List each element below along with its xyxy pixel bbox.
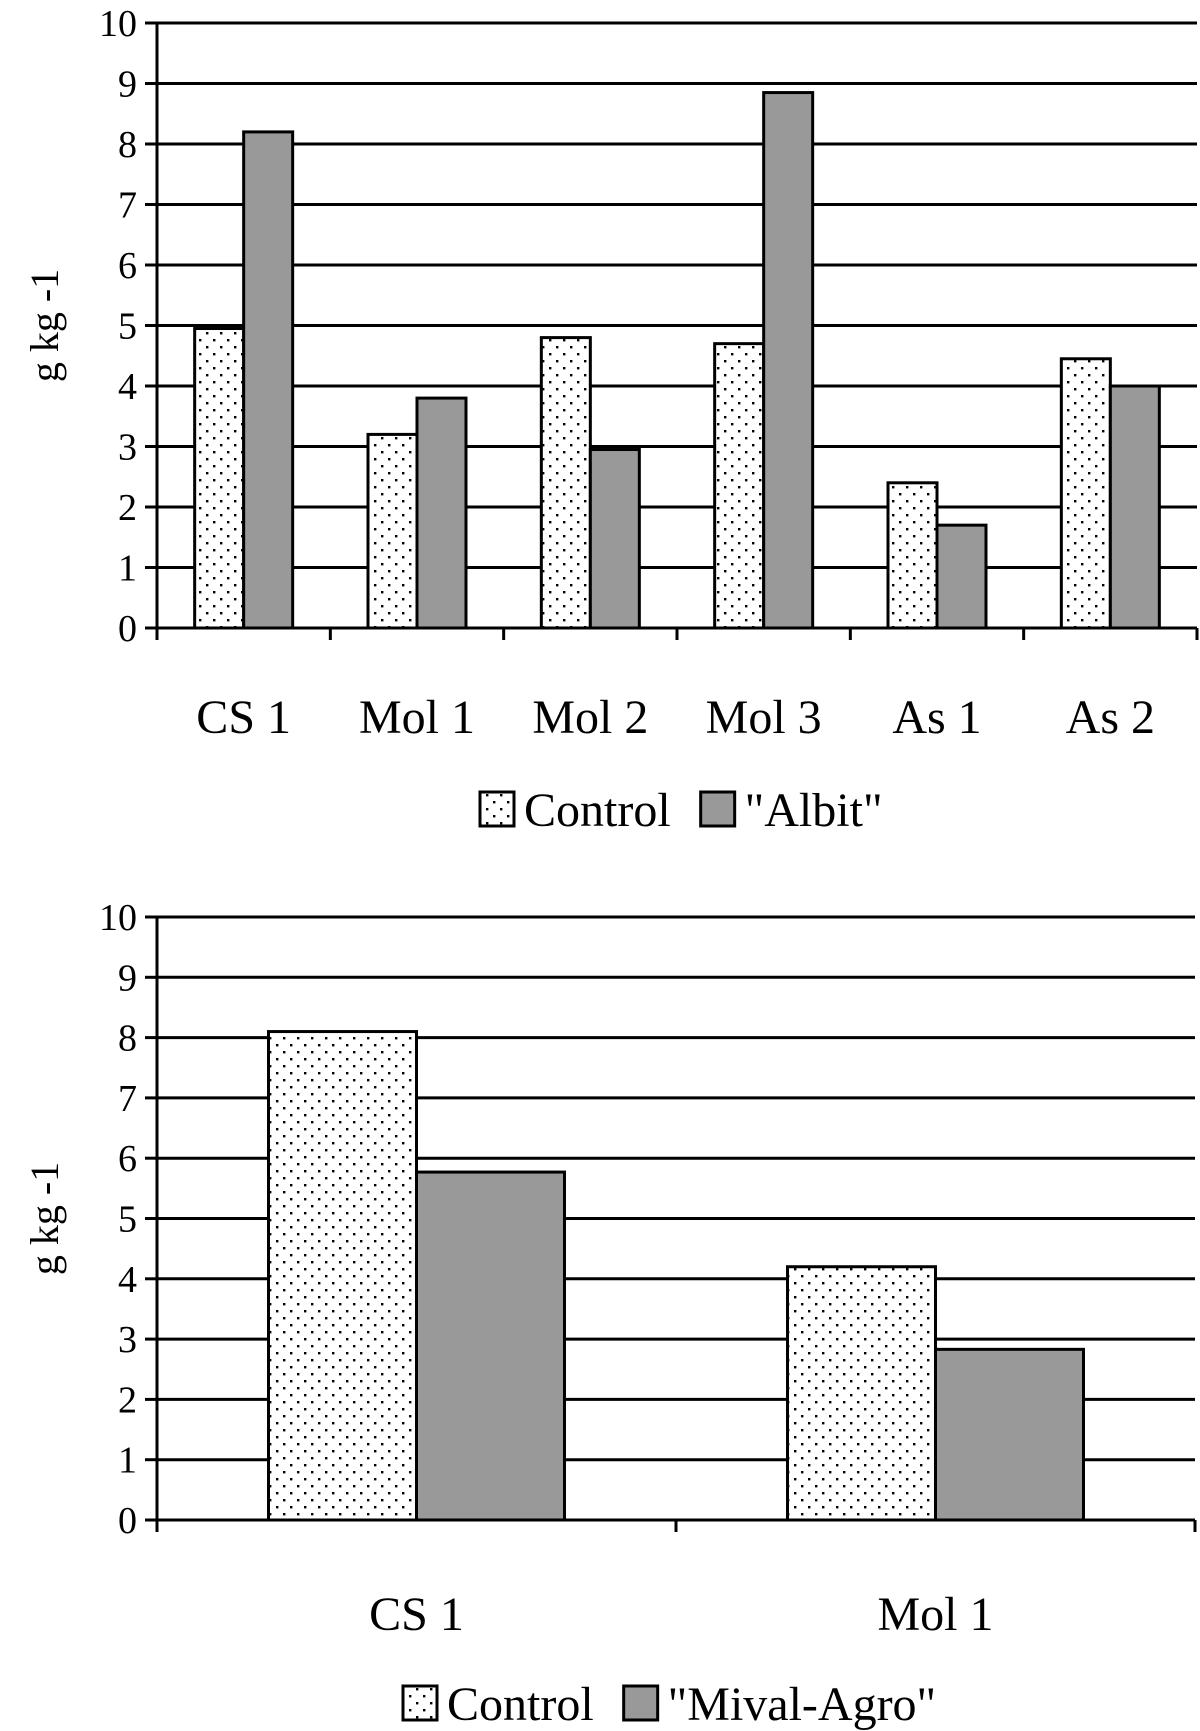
bar-control <box>366 432 419 630</box>
bar-control <box>539 336 592 630</box>
x-category-label: Mol 1 <box>877 1588 993 1641</box>
legend-swatch-control <box>401 1684 439 1722</box>
x-category-label: Mol 3 <box>706 691 822 744</box>
y-tick-label: 6 <box>118 1138 137 1180</box>
x-category-label: CS 1 <box>369 1588 464 1641</box>
x-category-label: Mol 1 <box>359 691 475 744</box>
legend-swatch-treatment <box>699 790 737 828</box>
y-tick-label: 10 <box>99 897 137 939</box>
y-tick-label: 7 <box>118 185 137 227</box>
legend-label-control: Control <box>524 784 671 837</box>
y-tick-label: 5 <box>118 1199 137 1241</box>
legend-swatch-treatment <box>622 1684 660 1722</box>
x-category-label: As 2 <box>1066 691 1155 744</box>
y-tick-label: 10 <box>99 3 137 45</box>
y-tick-label: 8 <box>118 124 137 166</box>
bar-treatment <box>588 448 641 630</box>
x-category-label: Mol 2 <box>532 691 648 744</box>
legend-swatch-control <box>478 790 516 828</box>
chart-mival-agro: 0 1 2 3 4 5 6 7 8 9 10 g kg -1 CS 1 Mol 1 Control "Miva… <box>22 897 1197 1731</box>
bar-control <box>886 481 939 630</box>
y-tick-label: 2 <box>118 487 137 529</box>
bar-treatment <box>415 396 468 630</box>
legend: Control "Albit" <box>478 784 883 837</box>
bar-control <box>713 342 766 630</box>
x-category-label: CS 1 <box>196 691 291 744</box>
legend-label-treatment: "Albit" <box>745 784 883 837</box>
legend-label-control: Control <box>447 1678 594 1731</box>
y-axis-title: g kg -1 <box>22 1162 67 1275</box>
bar-treatment <box>762 91 815 630</box>
bar-treatment <box>935 523 988 630</box>
bar-treatment <box>415 1170 566 1522</box>
bar-control <box>1059 357 1112 630</box>
y-tick-label: 1 <box>118 548 137 590</box>
legend-label-treatment: "Mival-Agro" <box>668 1678 936 1731</box>
y-tick-label: 6 <box>118 245 137 287</box>
y-axis-title: g kg -1 <box>22 269 67 382</box>
y-tick-label: 9 <box>118 957 137 999</box>
bar-treatment <box>934 1347 1085 1522</box>
y-tick-label: 3 <box>118 1319 137 1361</box>
legend: Control "Mival-Agro" <box>401 1678 936 1731</box>
y-tick-label: 7 <box>118 1078 137 1120</box>
bar-control <box>193 327 246 630</box>
y-tick-label: 0 <box>118 1500 137 1542</box>
chart-albit: 0 1 2 3 4 5 6 7 8 9 10 g kg -1 CS 1 Mol 1 Mol 2 Mol 3 As… <box>22 3 1199 837</box>
y-tick-label: 1 <box>118 1440 137 1482</box>
y-tick-label: 2 <box>118 1379 137 1421</box>
bar-control <box>786 1265 937 1522</box>
y-tick-label: 8 <box>118 1018 137 1060</box>
y-tick-label: 0 <box>118 608 137 650</box>
y-tick-label: 4 <box>118 1259 137 1301</box>
y-tick-label: 4 <box>118 366 137 408</box>
bar-treatment <box>242 130 295 630</box>
bar-control <box>267 1030 418 1522</box>
y-tick-label: 3 <box>118 427 137 469</box>
y-tick-label: 5 <box>118 306 137 348</box>
bar-treatment <box>1108 384 1161 630</box>
x-category-label: As 1 <box>892 691 981 744</box>
y-tick-label: 9 <box>118 64 137 106</box>
